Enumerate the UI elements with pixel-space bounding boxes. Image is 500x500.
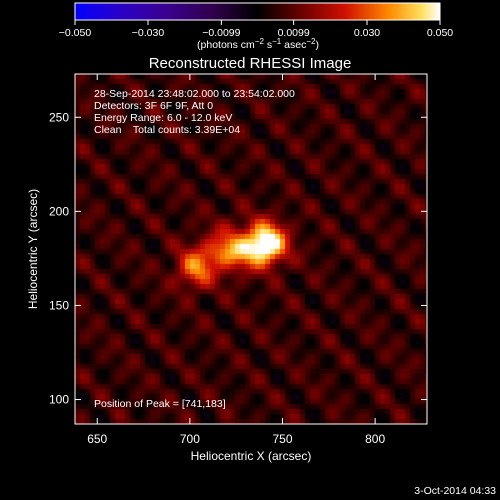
colorbar-unit-exp1: −2 bbox=[255, 37, 265, 46]
x-axis: 650 700 750 800 bbox=[87, 74, 385, 446]
y-tick-label: 250 bbox=[49, 110, 69, 124]
colorbar-unit-label: (photons cm−2 s−1 asec−2) bbox=[197, 37, 319, 51]
colorbar-tick-label: −0.030 bbox=[132, 27, 165, 39]
annotation-detectors: Detectors: 3F 6F 9F, Att 0 bbox=[94, 100, 213, 112]
annotation-peak-position: Position of Peak = [741,183] bbox=[94, 398, 226, 410]
colorbar-tick-label: 0.030 bbox=[354, 27, 380, 39]
colorbar-unit-exp3: −2 bbox=[306, 37, 316, 46]
y-axis: 100 150 200 250 bbox=[49, 110, 427, 407]
colorbar-gradient bbox=[74, 2, 441, 21]
plot-area: 650 700 750 800 100 150 200 250 bbox=[49, 73, 428, 446]
footer-date: 3-Oct-2014 04:33 bbox=[414, 485, 496, 497]
annotation-clean-counts: Clean Total counts: 3.39E+04 bbox=[94, 124, 240, 136]
y-tick-label: 100 bbox=[49, 393, 69, 407]
colorbar-ticks: −0.050 −0.030 −0.0099 0.0099 0.030 0.050 bbox=[59, 20, 453, 39]
colorbar: −0.050 −0.030 −0.0099 0.0099 0.030 0.050 (pho… bbox=[59, 2, 453, 51]
chart-title: Reconstructed RHESSI Image bbox=[149, 55, 352, 72]
y-axis-label: Heliocentric Y (arcsec) bbox=[26, 189, 40, 309]
x-tick-label: 750 bbox=[272, 432, 292, 446]
annotation-time-range: 28-Sep-2014 23:48:02.000 to 23:54:02.000 bbox=[94, 88, 295, 100]
colorbar-tick-label: 0.0099 bbox=[278, 27, 310, 39]
x-tick-label: 800 bbox=[365, 432, 385, 446]
colorbar-unit-mid2: asec bbox=[281, 39, 306, 51]
colorbar-tick-label: −0.0099 bbox=[202, 27, 240, 39]
x-axis-label: Heliocentric X (arcsec) bbox=[191, 449, 312, 463]
colorbar-unit-exp2: −1 bbox=[272, 37, 282, 46]
y-tick-label: 150 bbox=[49, 298, 69, 312]
plot-frame bbox=[74, 73, 428, 425]
colorbar-unit-prefix: (photons cm bbox=[197, 39, 255, 51]
colorbar-tick-label: 0.050 bbox=[427, 27, 453, 39]
colorbar-tick-label: −0.050 bbox=[59, 27, 92, 39]
x-tick-label: 650 bbox=[87, 432, 107, 446]
heatmap-image bbox=[75, 74, 427, 424]
y-tick-label: 200 bbox=[49, 204, 69, 218]
colorbar-unit-mid: s bbox=[264, 39, 272, 51]
annotation-energy-range: Energy Range: 6.0 - 12.0 keV bbox=[94, 112, 232, 124]
x-tick-label: 700 bbox=[180, 432, 200, 446]
colorbar-unit-suffix: ) bbox=[315, 39, 319, 51]
